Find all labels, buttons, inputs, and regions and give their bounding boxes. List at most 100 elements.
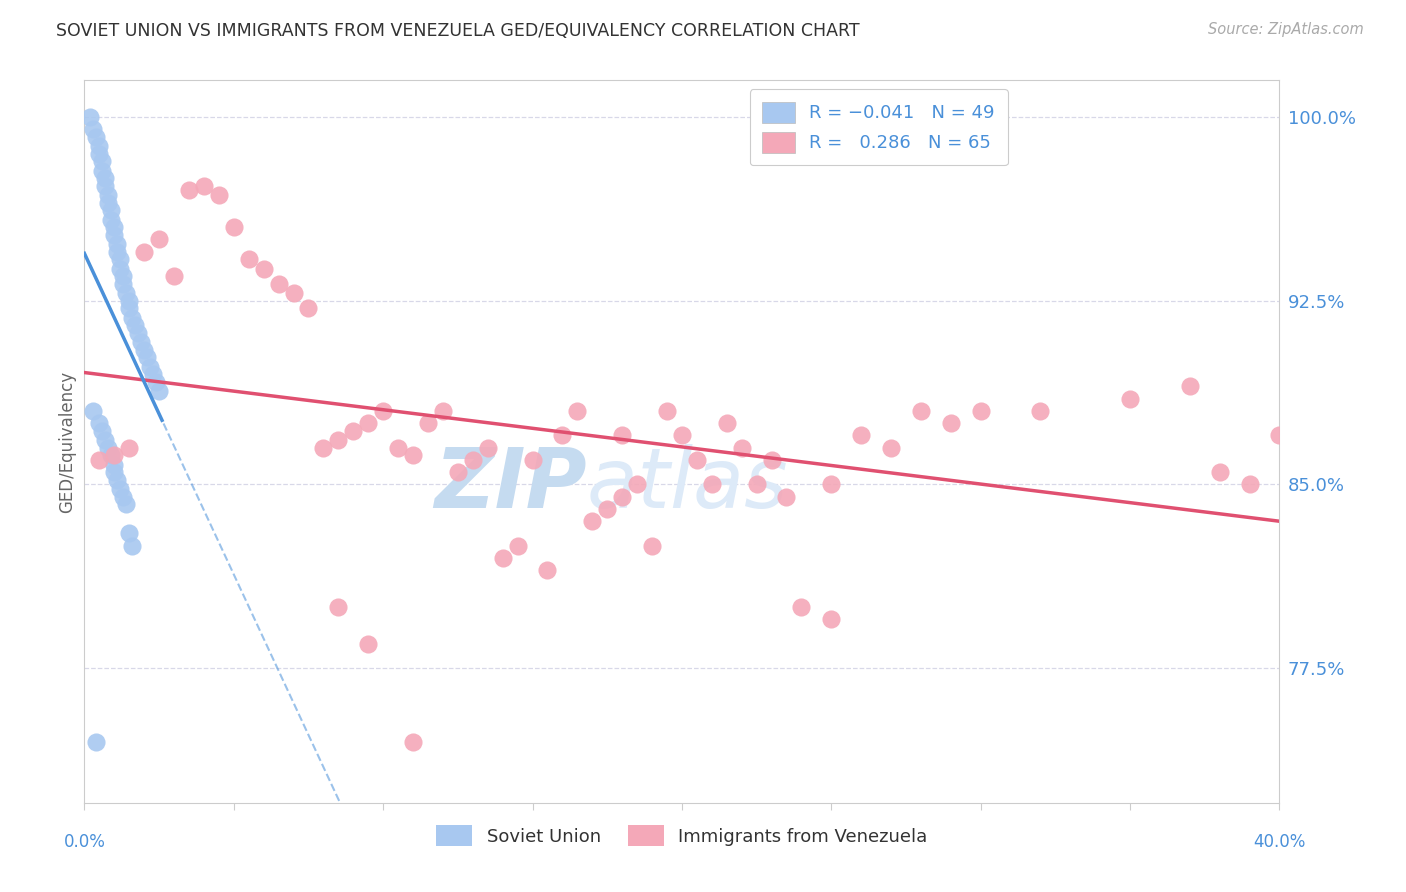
Point [416,416,439,430]
Point [238,252,260,266]
Point [94,178,117,193]
Point [373,404,395,418]
Point [387,441,409,455]
Point [89,453,111,467]
Point [939,416,962,430]
Point [124,318,146,333]
Point [328,599,350,614]
Text: atlas: atlas [586,444,787,525]
Point [132,244,156,259]
Point [596,502,619,516]
Point [357,637,380,651]
Point [105,237,128,252]
Point [89,146,111,161]
Point [297,301,319,315]
Point [118,441,141,455]
Point [97,188,120,202]
Point [82,404,104,418]
Point [115,497,138,511]
Point [671,428,693,442]
Point [86,734,108,748]
Point [1209,465,1232,479]
Point [731,441,754,455]
Point [536,563,558,577]
Point [1178,379,1201,393]
Point [402,448,425,462]
Point [432,404,454,418]
Point [115,286,138,301]
Point [142,367,165,381]
Point [100,213,122,227]
Point [790,599,813,614]
Point [132,343,156,357]
Point [567,404,589,418]
Point [89,139,111,153]
Point [86,129,108,144]
Point [136,350,159,364]
Point [110,261,132,276]
Text: Source: ZipAtlas.com: Source: ZipAtlas.com [1208,22,1364,37]
Point [581,514,603,528]
Point [761,453,783,467]
Point [522,453,544,467]
Point [253,261,276,276]
Point [91,424,114,438]
Point [97,441,120,455]
Point [1239,477,1261,491]
Point [851,428,873,442]
Point [612,428,634,442]
Point [103,458,125,472]
Point [193,178,215,193]
Point [716,416,738,430]
Point [820,477,842,491]
Point [328,434,350,448]
Point [94,434,117,448]
Legend: Soviet Union, Immigrants from Venezuela: Soviet Union, Immigrants from Venezuela [427,816,936,855]
Point [551,428,574,442]
Point [89,416,111,430]
Point [820,612,842,626]
Point [103,465,125,479]
Point [775,490,797,504]
Point [103,448,125,462]
Point [129,335,152,350]
Text: 0.0%: 0.0% [63,833,105,851]
Point [127,326,149,340]
Point [641,539,664,553]
Point [105,244,128,259]
Text: SOVIET UNION VS IMMIGRANTS FROM VENEZUELA GED/EQUIVALENCY CORRELATION CHART: SOVIET UNION VS IMMIGRANTS FROM VENEZUEL… [56,22,860,40]
Point [461,453,484,467]
Point [121,310,143,325]
Point [626,477,648,491]
Point [492,550,515,565]
Point [506,539,529,553]
Point [910,404,932,418]
Point [208,188,231,202]
Point [745,477,768,491]
Point [103,227,125,242]
Point [686,453,709,467]
Point [177,184,200,198]
Point [402,734,425,748]
Point [1268,428,1291,442]
Point [103,220,125,235]
Point [118,301,141,315]
Text: ZIP: ZIP [433,444,586,525]
Point [477,441,499,455]
Point [79,110,101,124]
Point [110,483,132,497]
Point [118,526,141,541]
Point [91,154,114,169]
Point [267,277,290,291]
Point [700,477,723,491]
Point [1029,404,1052,418]
Point [94,171,117,186]
Point [612,490,634,504]
Point [148,384,170,399]
Text: 40.0%: 40.0% [1253,833,1306,851]
Point [82,122,104,136]
Point [91,164,114,178]
Point [145,375,167,389]
Point [880,441,903,455]
Point [112,269,135,284]
